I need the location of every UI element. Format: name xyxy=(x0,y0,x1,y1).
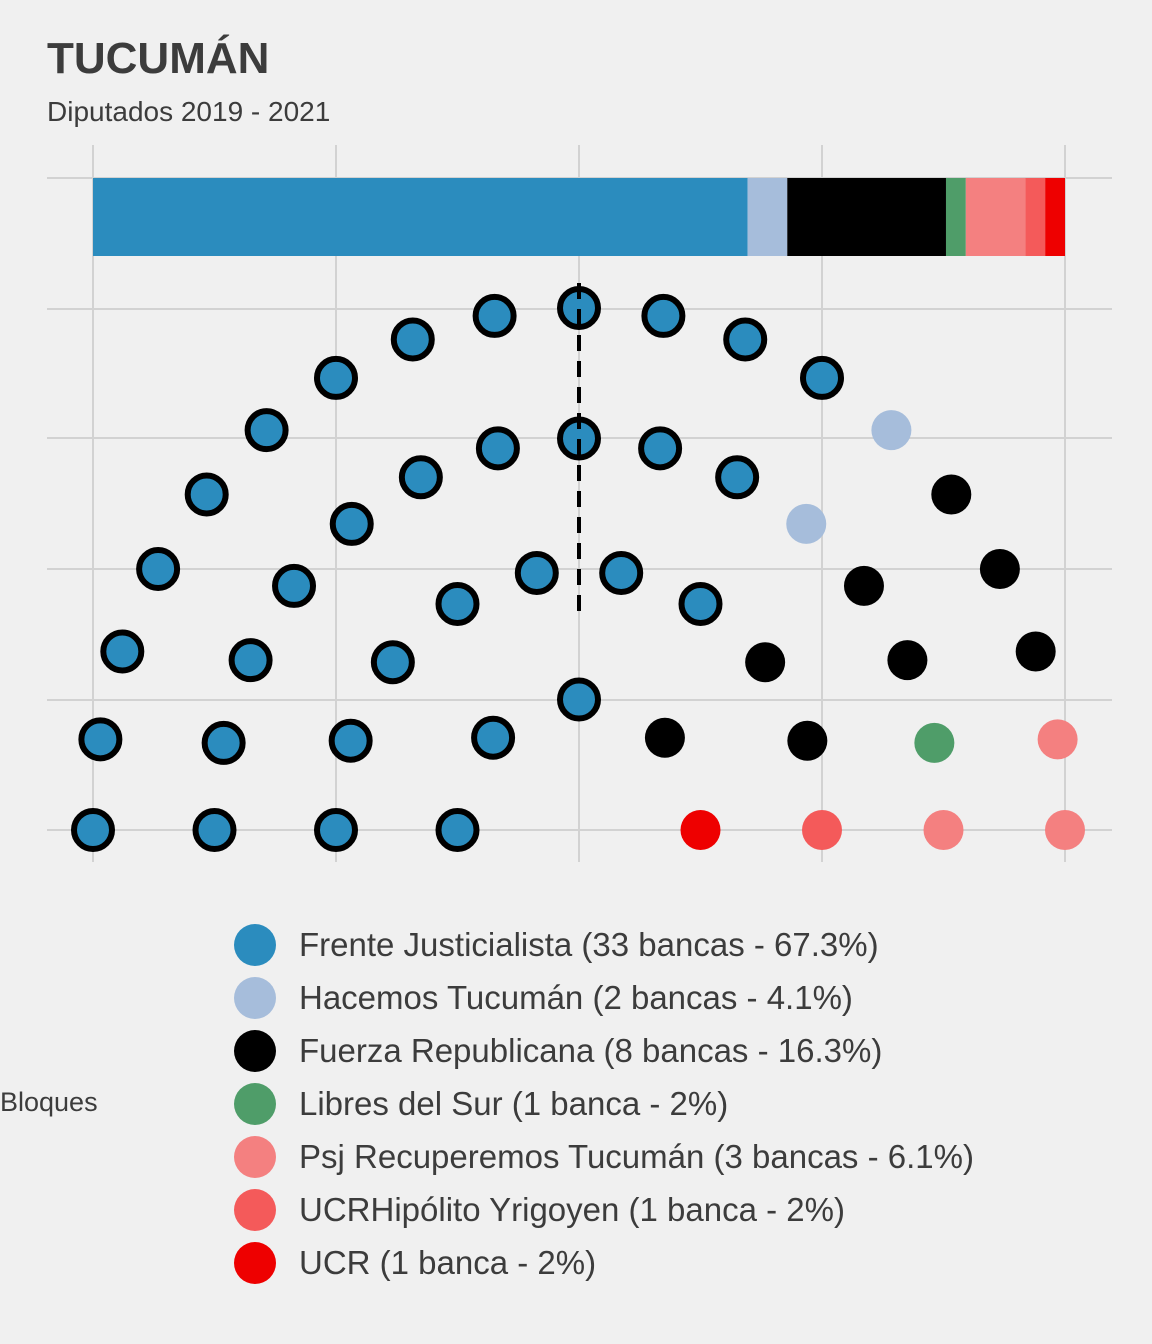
legend-item: UCRHipólito Yrigoyen (1 banca - 2%) xyxy=(234,1185,845,1235)
seat xyxy=(931,474,972,515)
legend-label: Hacemos Tucumán (2 bancas - 4.1%) xyxy=(299,979,853,1016)
seat xyxy=(680,810,721,850)
seat xyxy=(71,808,115,852)
seat xyxy=(398,455,443,500)
legend-item: Hacemos Tucumán (2 bancas - 4.1%) xyxy=(234,973,853,1023)
seat xyxy=(723,317,768,362)
seat xyxy=(638,426,683,471)
legend: Frente Justicialista (33 bancas - 67.3%)… xyxy=(100,920,1150,1300)
seat xyxy=(228,638,273,683)
legend-key xyxy=(234,977,276,1019)
seat xyxy=(272,563,317,608)
legend-key xyxy=(234,1136,276,1178)
seat xyxy=(184,472,229,517)
seat xyxy=(329,501,374,546)
seat xyxy=(514,550,559,595)
legend-label: UCR (1 banca - 2%) xyxy=(299,1244,597,1281)
legend-item: Psj Recuperemos Tucumán (3 bancas - 6.1%… xyxy=(234,1132,974,1182)
bar-segment xyxy=(1025,178,1046,256)
bar-segment xyxy=(965,178,1026,256)
seat xyxy=(715,455,760,500)
parliament-chart xyxy=(47,145,1112,862)
legend-item: Fuerza Republicana (8 bancas - 16.3%) xyxy=(234,1026,882,1076)
chart-title: TUCUMÁN xyxy=(47,34,270,83)
seat xyxy=(475,426,520,471)
legend-title: Bloques xyxy=(0,1087,98,1117)
bar-segment xyxy=(93,178,748,256)
seat xyxy=(787,720,828,761)
seat xyxy=(557,677,601,722)
legend-label: Fuerza Republicana (8 bancas - 16.3%) xyxy=(299,1032,883,1069)
chart-subtitle: Diputados 2019 - 2021 xyxy=(47,96,331,127)
legend-item: Frente Justicialista (33 bancas - 67.3%) xyxy=(234,920,879,970)
seat xyxy=(471,715,516,760)
seat xyxy=(644,717,685,758)
legend-item: Libres del Sur (1 banca - 2%) xyxy=(234,1079,728,1129)
seat xyxy=(136,547,181,591)
seat xyxy=(979,549,1020,589)
seat xyxy=(78,717,123,762)
seat xyxy=(1045,810,1085,850)
seat xyxy=(914,722,955,763)
seat xyxy=(328,718,373,763)
seat xyxy=(887,640,928,681)
seat xyxy=(923,810,964,850)
legend-key xyxy=(234,1030,276,1072)
seat xyxy=(314,355,358,400)
seat xyxy=(435,808,480,852)
legend-key xyxy=(234,924,276,966)
seat xyxy=(599,550,644,595)
legend-label: Psj Recuperemos Tucumán (3 bancas - 6.1%… xyxy=(299,1138,974,1175)
seat xyxy=(435,581,480,626)
legend-key xyxy=(234,1083,276,1125)
seat xyxy=(370,640,415,685)
seat xyxy=(472,293,517,338)
legend-key xyxy=(234,1242,276,1284)
seat xyxy=(244,408,289,453)
seat xyxy=(678,581,723,626)
seat xyxy=(192,808,237,852)
legend-label: Libres del Sur (1 banca - 2%) xyxy=(299,1085,729,1122)
seat xyxy=(800,355,844,400)
seat xyxy=(802,810,842,850)
legend-item: UCR (1 banca - 2%) xyxy=(234,1238,596,1288)
seat xyxy=(390,317,435,362)
seat xyxy=(1037,719,1078,760)
seat xyxy=(1015,631,1056,672)
legend-key xyxy=(234,1189,276,1231)
bar-segment xyxy=(787,178,946,256)
legend-label: Frente Justicialista (33 bancas - 67.3%) xyxy=(299,926,879,963)
seat xyxy=(100,629,145,674)
seat xyxy=(843,565,884,606)
bar-segment xyxy=(945,178,966,256)
seat xyxy=(314,808,358,852)
bar-segment xyxy=(747,178,788,256)
seat xyxy=(745,642,786,683)
bar-segment xyxy=(1045,178,1065,256)
seat xyxy=(871,410,912,451)
seat xyxy=(641,293,686,338)
seat xyxy=(201,720,246,765)
seat xyxy=(786,503,827,544)
legend-label: UCRHipólito Yrigoyen (1 banca - 2%) xyxy=(299,1191,845,1228)
